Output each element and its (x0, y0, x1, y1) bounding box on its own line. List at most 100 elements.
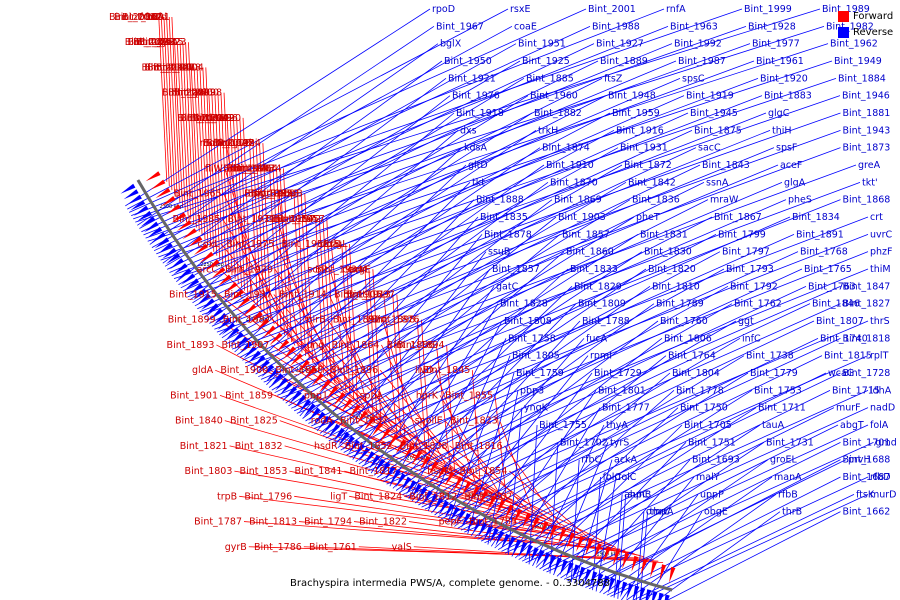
reverse-gene-feature (553, 557, 562, 573)
reverse-gene-label: Bint_1950 (444, 56, 492, 67)
reverse-leader-line (316, 234, 483, 432)
forward-gene-feature (348, 404, 361, 419)
reverse-leader-line (606, 476, 841, 596)
reverse-gene-label: phzF (870, 247, 893, 258)
forward-leader-line (239, 495, 593, 540)
reverse-gene-label: Bint_1910 (546, 160, 594, 171)
forward-gene-label: pbp1 (304, 390, 328, 401)
forward-leader-line (174, 42, 183, 208)
reverse-gene-label: sacC (698, 143, 721, 154)
reverse-leader-line (252, 164, 545, 372)
reverse-gene-label: yngK (524, 403, 549, 414)
forward-gene-label: Bint_1958 (281, 239, 329, 250)
reverse-gene-label: folC (618, 472, 637, 483)
forward-gene-label: Bint_1896 (330, 365, 378, 376)
forward-leader-line (224, 420, 512, 503)
reverse-leader-line (291, 199, 709, 409)
reverse-gene-feature (530, 547, 539, 563)
forward-leader-line (399, 470, 579, 534)
reverse-gene-feature (524, 544, 533, 560)
reverse-gene-feature (608, 577, 616, 594)
reverse-gene-feature (333, 427, 345, 442)
forward-leader-line (372, 269, 382, 421)
reverse-gene-label: Bint_1889 (600, 56, 648, 67)
reverse-leader-line (504, 389, 869, 554)
forward-gene-feature (379, 428, 391, 443)
forward-leader-line (449, 445, 557, 525)
forward-gene-feature (495, 499, 506, 515)
reverse-leader-line (667, 511, 841, 600)
forward-gene-label: Bint_1817 (350, 466, 398, 477)
reverse-gene-feature (639, 587, 646, 600)
reverse-gene-label: Bint_1827 (843, 299, 891, 310)
forward-gene-feature (612, 549, 621, 566)
reverse-gene-label: Bint_1765 (804, 264, 852, 275)
reverse-leader-line (588, 459, 841, 590)
reverse-gene-feature (483, 525, 494, 541)
reverse-leader-line (231, 129, 841, 350)
reverse-gene-label: ackA (614, 455, 638, 466)
reverse-gene-feature (270, 373, 284, 387)
reverse-gene-feature (140, 216, 156, 227)
reverse-leader-line (567, 441, 874, 582)
forward-gene-feature (487, 495, 497, 511)
reverse-leader-line (421, 320, 815, 508)
forward-gene-label: Bint_1852 (345, 441, 393, 452)
reverse-gene-label: Bint_1875 (694, 125, 742, 136)
reverse-gene-label: Bint_1836 (632, 195, 680, 206)
reverse-gene-label: Bint_1789 (656, 299, 704, 310)
reverse-gene-label: Bint_1921 (448, 73, 496, 84)
reverse-gene-feature (289, 390, 302, 404)
reverse-gene-feature (363, 451, 376, 466)
forward-gene-label: Bint_1823 (450, 416, 498, 427)
forward-gene-label: Bint_1845 (422, 365, 470, 376)
forward-gene-label: Bint_1824 (354, 491, 402, 502)
reverse-leader-line (657, 511, 781, 600)
forward-gene-label: gyrB (225, 542, 247, 553)
forward-gene-feature (193, 243, 209, 255)
reverse-leader-line (158, 43, 751, 258)
reverse-gene-feature (620, 581, 628, 598)
forward-leader-line (214, 92, 224, 264)
reverse-gene-label: Bint_1728 (843, 368, 891, 379)
forward-gene-label: Bint_1915 (169, 290, 217, 301)
forward-gene-label: molR (200, 138, 225, 149)
forward-gene-label: Bint_2023 (139, 37, 187, 48)
forward-leader-line (272, 168, 282, 332)
reverse-gene-label: Bint_1792 (730, 281, 778, 292)
reverse-gene-label: Bint_1963 (670, 21, 718, 32)
forward-gene-label: Bint_2036 (109, 12, 157, 23)
reverse-gene-feature (518, 541, 528, 558)
reverse-leader-line (467, 372, 515, 535)
forward-gene-feature (276, 339, 290, 353)
reverse-gene-feature (444, 503, 455, 519)
reverse-leader-line (219, 130, 459, 336)
forward-leader-line (330, 244, 347, 393)
reverse-gene-feature (565, 562, 574, 578)
reverse-leader-line (501, 389, 831, 552)
scale-tick-label: 1950 kbp (531, 525, 555, 531)
reverse-gene-label: Bint_1949 (834, 56, 882, 67)
forward-gene-feature (549, 524, 558, 541)
reverse-gene-label: Bint_1828 (500, 299, 548, 310)
forward-gene-label: rodA (311, 416, 334, 427)
reverse-leader-line (244, 147, 775, 364)
forward-gene-feature (283, 346, 296, 360)
forward-gene-label: tpx (191, 88, 207, 99)
reverse-leader-line (247, 147, 841, 367)
reverse-gene-feature (501, 533, 511, 549)
reverse-gene-label: rnfA (666, 4, 686, 15)
reverse-leader-line (125, 8, 431, 207)
reverse-gene-label: pheS (788, 195, 812, 206)
reverse-gene-feature (583, 569, 592, 585)
reverse-gene-feature (162, 247, 177, 259)
reverse-gene-feature (478, 522, 488, 538)
forward-gene-label: gyrA (156, 37, 179, 48)
reverse-gene-label: Bint_1831 (640, 229, 688, 240)
reverse-gene-label: Bint_1693 (692, 455, 740, 466)
reverse-leader-line (621, 494, 699, 600)
reverse-leader-line (164, 60, 521, 267)
reverse-gene-feature (298, 399, 312, 413)
reverse-gene-feature (427, 493, 439, 509)
